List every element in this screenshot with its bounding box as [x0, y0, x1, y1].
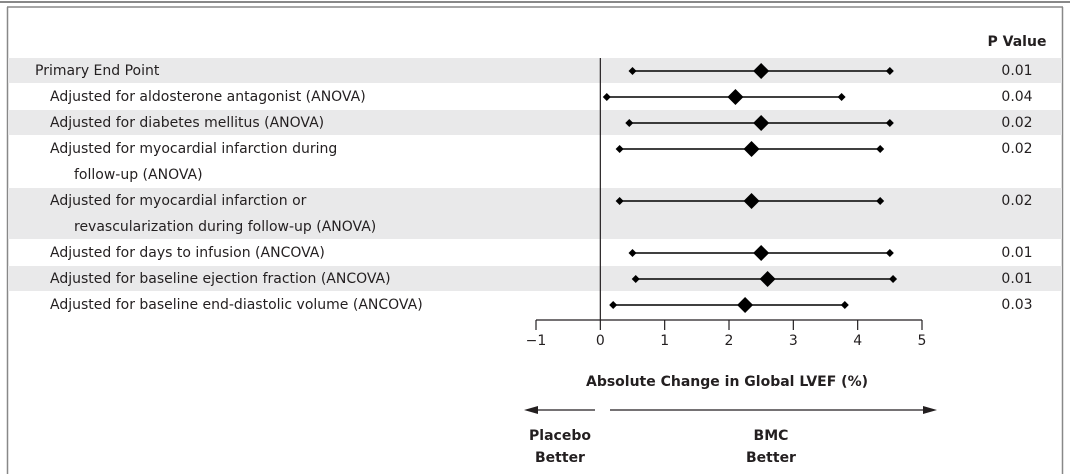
row-label: Adjusted for baseline end-diastolic volu… [50, 297, 423, 313]
point-estimate [753, 63, 770, 79]
ci-end [602, 93, 611, 101]
p-value: 0.04 [1001, 89, 1032, 105]
x-tick-label: 3 [789, 333, 798, 349]
row-label: Adjusted for myocardial infarction or [50, 193, 307, 209]
p-value: 0.03 [1001, 297, 1032, 313]
row-label: Adjusted for aldosterone antagonist (ANO… [50, 89, 366, 105]
p-value: 0.01 [1001, 271, 1032, 287]
ci-end [615, 145, 624, 153]
ci-end [840, 301, 849, 309]
point-estimate [743, 141, 760, 157]
ci-end [609, 301, 618, 309]
x-tick-label: 5 [918, 333, 927, 349]
x-tick-label: 0 [596, 333, 605, 349]
ci-end [628, 67, 637, 75]
p-value: 0.01 [1001, 63, 1032, 79]
x-tick-label: 1 [660, 333, 669, 349]
point-estimate [727, 89, 744, 105]
ci-end [625, 119, 634, 127]
row-label: revascularization during follow-up (ANOV… [74, 219, 376, 235]
point-estimate [743, 193, 760, 209]
x-tick-label: −1 [526, 333, 547, 349]
ci-end [885, 119, 894, 127]
ci-end [631, 275, 640, 283]
x-tick-label: 2 [725, 333, 734, 349]
left-label: Placebo [529, 428, 591, 444]
p-value: 0.01 [1001, 245, 1032, 261]
p-value: 0.02 [1001, 141, 1032, 157]
x-axis-title: Absolute Change in Global LVEF (%) [586, 374, 868, 390]
ci-end [885, 67, 894, 75]
point-estimate [759, 271, 776, 287]
point-estimate [737, 297, 754, 313]
row-stripe [8, 58, 1062, 83]
ci-end [876, 197, 885, 205]
point-estimate [753, 245, 770, 261]
right-label: Better [746, 450, 796, 466]
right-arrowhead [923, 406, 937, 414]
row-label: Primary End Point [35, 63, 160, 79]
row-label: follow-up (ANOVA) [74, 167, 203, 183]
row-label: Adjusted for myocardial infarction durin… [50, 141, 337, 157]
ci-end [837, 93, 846, 101]
ci-end [615, 197, 624, 205]
right-label: BMC [754, 428, 789, 444]
p-value-header: P Value [988, 34, 1047, 50]
ci-end [889, 275, 898, 283]
x-tick-label: 4 [853, 333, 862, 349]
row-stripes [8, 58, 1062, 291]
row-stripe [8, 188, 1062, 239]
row-label: Adjusted for baseline ejection fraction … [50, 271, 391, 287]
left-label: Better [535, 450, 585, 466]
row-label: Adjusted for diabetes mellitus (ANOVA) [50, 115, 324, 131]
left-arrowhead [524, 406, 538, 414]
point-estimate [753, 115, 770, 131]
p-value: 0.02 [1001, 115, 1032, 131]
ci-end [885, 249, 894, 257]
p-value: 0.02 [1001, 193, 1032, 209]
ci-end [876, 145, 885, 153]
ci-end [628, 249, 637, 257]
row-label: Adjusted for days to infusion (ANCOVA) [50, 245, 325, 261]
